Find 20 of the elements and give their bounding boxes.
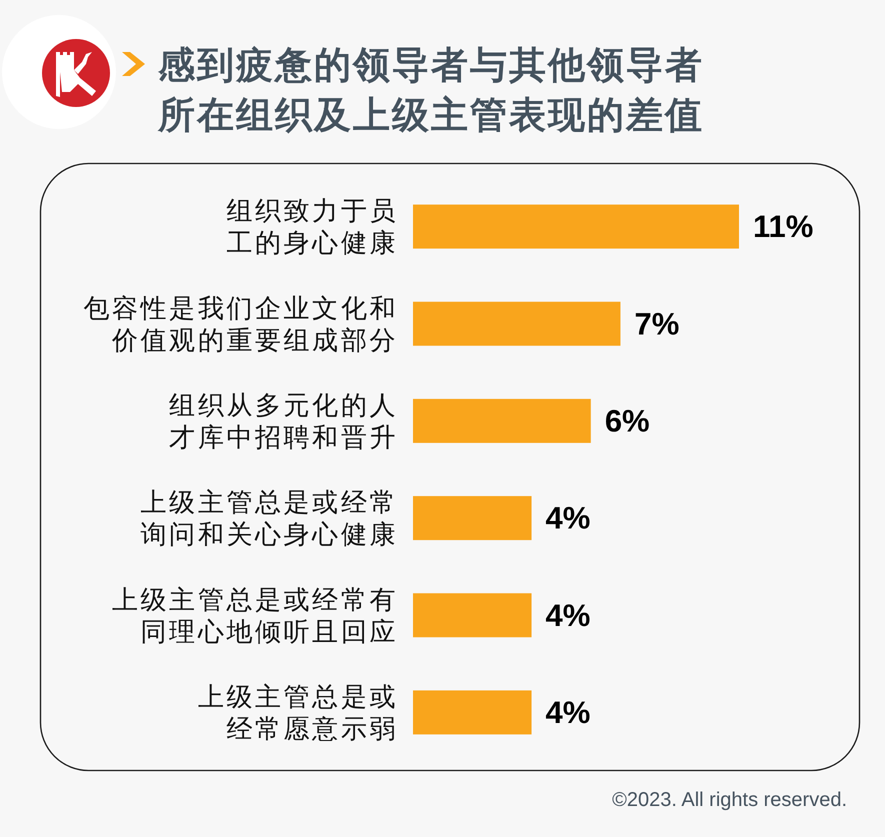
bar — [413, 690, 532, 734]
bar — [413, 593, 532, 638]
chart-title: 感到疲惫的领导者与其他领导者所在组织及上级主管表现的差值 — [157, 44, 704, 136]
bar — [413, 302, 620, 346]
bar — [413, 496, 532, 540]
data-label: 4% — [546, 500, 590, 536]
y-tick-label: 组织从多元化的人才库中招聘和晋升 — [169, 390, 398, 452]
data-label: 4% — [546, 694, 590, 730]
data-label: 11% — [753, 209, 814, 244]
bar — [413, 204, 739, 249]
text: ©2023. All rights reserved. — [612, 789, 847, 811]
y-tick-label: 上级主管总是或经常有同理心地倾听且回应 — [112, 584, 398, 646]
data-label: 4% — [546, 598, 590, 633]
y-tick-label: 上级主管总是或经常愿意示弱 — [198, 681, 398, 744]
bar — [413, 398, 591, 443]
y-tick-label: 包容性是我们企业文化和价值观的重要组成部分 — [83, 292, 398, 355]
data-label: 7% — [634, 306, 680, 342]
y-tick-label: 上级主管总是或经常询问和关心身心健康 — [140, 487, 398, 550]
y-tick-label: 组织致力于员工的身心健康 — [226, 196, 398, 258]
data-label: 6% — [604, 403, 650, 438]
